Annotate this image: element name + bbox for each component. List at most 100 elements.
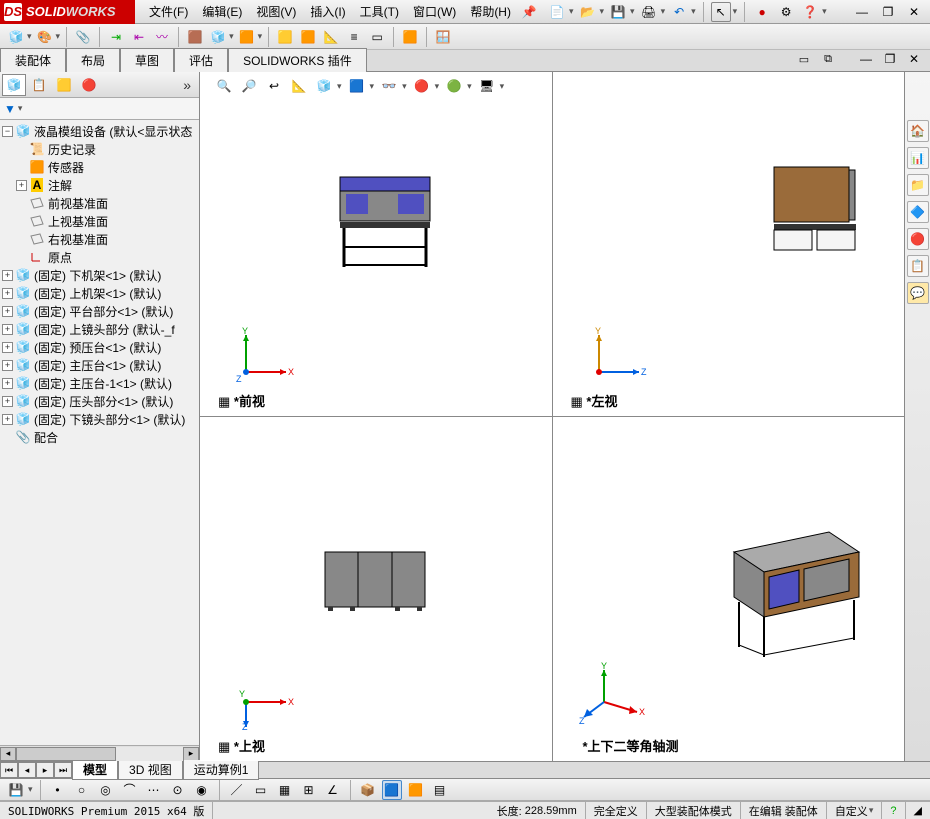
maximize-icon[interactable]: ❐ bbox=[878, 2, 898, 22]
expand-icon[interactable]: + bbox=[2, 306, 13, 317]
cmd-cube1-icon[interactable]: 🟦 bbox=[382, 780, 402, 800]
expand-icon[interactable]: + bbox=[2, 324, 13, 335]
cmd-box-icon[interactable]: 📦 bbox=[358, 780, 378, 800]
undo-icon[interactable]: ↶ bbox=[669, 2, 689, 22]
child-close-icon[interactable]: ✕ bbox=[904, 49, 924, 69]
appearance-icon[interactable]: 🔴 bbox=[412, 76, 432, 96]
viewport-top[interactable]: X Y Z ▦ *上视 bbox=[200, 417, 552, 761]
tree-h-scrollbar[interactable]: ◂ ▸ bbox=[0, 745, 199, 761]
tb-cube-icon[interactable]: 🟫 bbox=[185, 27, 205, 47]
viewport-iso[interactable]: Y X Z *上下二等角轴测 bbox=[553, 417, 905, 761]
tb-arrow-icon[interactable]: ⇤ bbox=[129, 27, 149, 47]
cmd-pat-icon[interactable]: ▦ bbox=[275, 780, 295, 800]
tb-clip-icon[interactable]: 📎 bbox=[73, 27, 93, 47]
fm-tree-tab-icon[interactable]: 🧊 bbox=[2, 74, 26, 96]
tree-item[interactable]: 原点 bbox=[0, 248, 199, 266]
tab-first-icon[interactable]: ⏮ bbox=[0, 762, 18, 778]
tb-asm-icon[interactable]: 🟧 bbox=[298, 27, 318, 47]
menu-edit[interactable]: 编辑(E) bbox=[196, 1, 248, 22]
panel-collapse-icon[interactable]: » bbox=[183, 77, 197, 93]
tree-item[interactable]: 前视基准面 bbox=[0, 194, 199, 212]
tp-explorer-icon[interactable]: 📁 bbox=[907, 174, 929, 196]
tb-cube2-icon[interactable]: 🧊 bbox=[208, 27, 228, 47]
open-icon[interactable]: 📂 bbox=[578, 2, 598, 22]
cmd-ang-icon[interactable]: ∠ bbox=[323, 780, 343, 800]
tab-next-icon[interactable]: ▸ bbox=[36, 762, 54, 778]
expand-icon[interactable]: + bbox=[2, 342, 13, 353]
cmd-arc-icon[interactable]: ⌒ bbox=[120, 780, 140, 800]
btab-3dview[interactable]: 3D 视图 bbox=[118, 760, 183, 780]
display-style-icon[interactable]: 🟦 bbox=[347, 76, 367, 96]
tb-part-icon[interactable]: 🟨 bbox=[275, 27, 295, 47]
menu-file[interactable]: 文件(F) bbox=[143, 1, 194, 22]
status-help-icon[interactable]: ? bbox=[882, 802, 905, 819]
expand-icon[interactable]: + bbox=[16, 180, 27, 191]
tree-item[interactable]: +A注解 bbox=[0, 176, 199, 194]
cmd-line-icon[interactable]: ／ bbox=[227, 780, 247, 800]
print-icon[interactable]: 🖨 bbox=[639, 2, 659, 22]
tab-addins[interactable]: SOLIDWORKS 插件 bbox=[228, 48, 367, 72]
zoom-fit-icon[interactable]: 🔍 bbox=[214, 76, 234, 96]
tree-item[interactable]: +🧊(固定) 下镜头部分<1> (默认) bbox=[0, 410, 199, 428]
close-icon[interactable]: ✕ bbox=[904, 2, 924, 22]
tb-sheet-icon[interactable]: 🟧 bbox=[400, 27, 420, 47]
expand-icon[interactable]: + bbox=[2, 396, 13, 407]
tab-prev-icon[interactable]: ◂ bbox=[18, 762, 36, 778]
menu-view[interactable]: 视图(V) bbox=[250, 1, 302, 22]
tree-item[interactable]: +🧊(固定) 上镜头部分 (默认-_f bbox=[0, 320, 199, 338]
cmd-table-icon[interactable]: ▤ bbox=[430, 780, 450, 800]
tree-item[interactable]: +🧊(固定) 主压台<1> (默认) bbox=[0, 356, 199, 374]
menu-insert[interactable]: 插入(I) bbox=[304, 1, 351, 22]
help-icon[interactable]: ❓ bbox=[800, 2, 820, 22]
tree-item[interactable]: 📜历史记录 bbox=[0, 140, 199, 158]
cmd-circ-icon[interactable]: ○ bbox=[72, 780, 92, 800]
btab-motion[interactable]: 运动算例1 bbox=[183, 760, 260, 780]
tab-sketch[interactable]: 草图 bbox=[120, 48, 174, 72]
cmd-radio-icon[interactable]: ◉ bbox=[192, 780, 212, 800]
view-cube-icon[interactable]: 🧊 bbox=[314, 76, 334, 96]
tb-window-icon[interactable]: 🪟 bbox=[433, 27, 453, 47]
expand-icon[interactable]: + bbox=[2, 288, 13, 299]
tree-item[interactable]: +🧊(固定) 下机架<1> (默认) bbox=[0, 266, 199, 284]
fm-display-tab-icon[interactable]: 🔴 bbox=[77, 74, 101, 96]
scene-icon[interactable]: 🟢 bbox=[444, 76, 464, 96]
tab-evaluate[interactable]: 评估 bbox=[174, 48, 228, 72]
cmd-grid-icon[interactable]: ⊞ bbox=[299, 780, 319, 800]
tree-item[interactable]: 上视基准面 bbox=[0, 212, 199, 230]
render-icon[interactable]: 🖥 bbox=[477, 76, 497, 96]
scroll-left-icon[interactable]: ◂ bbox=[0, 747, 16, 761]
scroll-thumb[interactable] bbox=[16, 747, 116, 761]
tree-item[interactable]: 右视基准面 bbox=[0, 230, 199, 248]
btab-model[interactable]: 模型 bbox=[72, 760, 118, 780]
tp-custom-icon[interactable]: 📋 bbox=[907, 255, 929, 277]
tree-item[interactable]: 📎配合 bbox=[0, 428, 199, 446]
cmd-cont-icon[interactable]: ⊙ bbox=[168, 780, 188, 800]
tab-last-icon[interactable]: ⏭ bbox=[54, 762, 72, 778]
tp-appearance-icon[interactable]: 🔴 bbox=[907, 228, 929, 250]
viewport-left[interactable]: Z Y ▦ *左视 bbox=[553, 72, 905, 416]
menu-window[interactable]: 窗口(W) bbox=[407, 1, 462, 22]
section-icon[interactable]: 📐 bbox=[289, 76, 309, 96]
menu-help[interactable]: 帮助(H) bbox=[464, 1, 517, 22]
tree-root[interactable]: − 🧊 液晶模组设备 (默认<显示状态 bbox=[0, 122, 199, 140]
tb-misc-icon[interactable]: ≡ bbox=[344, 27, 364, 47]
child-min-icon[interactable]: — bbox=[856, 49, 876, 69]
expand-icon[interactable]: + bbox=[2, 360, 13, 371]
menu-tools[interactable]: 工具(T) bbox=[354, 1, 405, 22]
tree-item[interactable]: +🧊(固定) 主压台-1<1> (默认) bbox=[0, 374, 199, 392]
status-custom[interactable]: 自定义 ▾ bbox=[827, 802, 883, 819]
doc-min-icon[interactable]: ▭ bbox=[794, 49, 814, 69]
cmd-point-icon[interactable]: • bbox=[48, 780, 68, 800]
fm-prop-tab-icon[interactable]: 📋 bbox=[27, 74, 51, 96]
tb-icon-1[interactable]: 🧊 bbox=[6, 27, 26, 47]
cmd-cube2-icon[interactable]: 🟧 bbox=[406, 780, 426, 800]
cmd-rect-icon[interactable]: ▭ bbox=[251, 780, 271, 800]
cmd-more-icon[interactable]: ⋯ bbox=[144, 780, 164, 800]
tb-curve-icon[interactable]: 〰 bbox=[152, 27, 172, 47]
tab-layout[interactable]: 布局 bbox=[66, 48, 120, 72]
save-icon[interactable]: 💾 bbox=[608, 2, 628, 22]
tp-forum-icon[interactable]: 💬 bbox=[907, 282, 929, 304]
zoom-area-icon[interactable]: 🔎 bbox=[239, 76, 259, 96]
tb-frame-icon[interactable]: ▭ bbox=[367, 27, 387, 47]
expand-icon[interactable]: + bbox=[2, 414, 13, 425]
